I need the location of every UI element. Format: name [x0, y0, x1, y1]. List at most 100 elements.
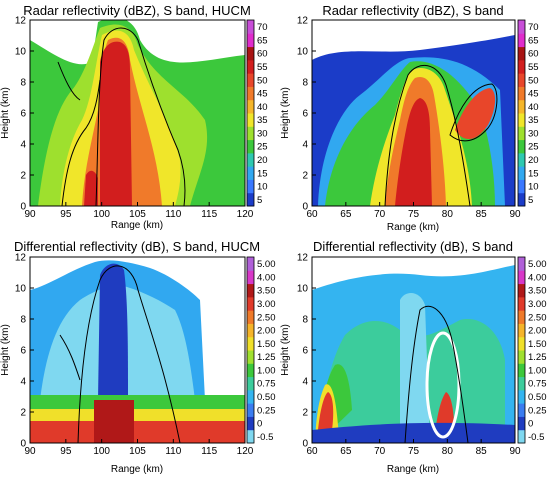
- core-region: [395, 98, 432, 206]
- zdr-lowlevel-band: [312, 422, 515, 443]
- colorbar: 5 10 15 20 25 30 35 40 45 50 55 60 65 70: [246, 19, 268, 207]
- colorbar-tick-label: 3.00: [257, 299, 276, 310]
- colorbar-swatch: [518, 33, 525, 48]
- panel-title: Radar reflectivity (dBZ), S band, HUCM: [23, 3, 251, 18]
- colorbar-tick-label: 50: [257, 75, 268, 86]
- x-axis-label: Range (km): [111, 464, 163, 475]
- colorbar-swatch: [247, 33, 254, 48]
- x-tick-label: 100: [93, 446, 110, 457]
- colorbar-frame: [517, 19, 526, 207]
- colorbar-tick-label: 0.75: [257, 379, 276, 390]
- colorbar-tick-label: 1.00: [257, 365, 276, 376]
- colorbar-tick-label: 5: [257, 195, 262, 206]
- plot-area: [30, 20, 245, 206]
- y-tick-label: 2: [302, 171, 308, 182]
- colorbar-tick-label: 0.25: [257, 405, 276, 416]
- contour-line: [449, 83, 498, 142]
- y-tick-label: 0: [302, 202, 308, 213]
- colorbar-swatch: [247, 46, 254, 61]
- x-tick-label: 60: [306, 209, 318, 220]
- colorbar-tick-label: 5.00: [528, 259, 547, 270]
- colorbar: -0.5 0 0.25 0.50 0.75 1.00 1.25 1.50 2.00 2.50 3.0…: [246, 256, 276, 444]
- colorbar-swatch: [247, 59, 254, 74]
- colorbar-tick-label: 40: [257, 102, 268, 113]
- x-tick-label: 85: [476, 446, 488, 457]
- x-axis-label: Range (km): [111, 220, 163, 231]
- colorbar-tick-label: 3.00: [528, 299, 547, 310]
- colorbar-tick-label: 15: [528, 168, 539, 179]
- x-ticks: 60 65 70 75 80 85 90: [306, 439, 521, 457]
- colorbar-tick-label: 30: [257, 128, 268, 139]
- core-region: [100, 41, 132, 206]
- colorbar-swatch: [518, 46, 525, 61]
- colorbar-tick-label: 3.50: [528, 286, 547, 297]
- colorbar-tick-label: 45: [257, 89, 268, 100]
- colorbar-tick-label: 2.50: [528, 312, 547, 323]
- y-tick-label: 0: [302, 439, 308, 450]
- colorbar-swatch: [518, 416, 525, 431]
- colorbar-swatch: [518, 152, 525, 167]
- tilted-tower: [455, 88, 496, 140]
- colorbar-swatch: [518, 73, 525, 87]
- colorbar: 5 10 15 20 25 30 35 40 45 50 55 60 65 70: [517, 19, 539, 207]
- colorbar-swatch: [247, 376, 254, 391]
- y-axis-label: Height (km): [0, 87, 11, 139]
- colorbar-swatch: [518, 429, 525, 444]
- colorbar-swatch: [247, 86, 254, 101]
- colorbar-swatch: [518, 389, 525, 404]
- y-tick-label: 8: [302, 78, 308, 89]
- x-tick-label: 105: [129, 209, 146, 220]
- colorbar-tick-label: 0.25: [528, 405, 547, 416]
- colorbar-tick-label: 0.50: [257, 392, 276, 403]
- y-tick-label: 6: [20, 109, 26, 120]
- colorbar-swatch: [247, 403, 254, 417]
- colorbar-swatch: [518, 126, 525, 141]
- highlight-ellipse: [425, 331, 461, 439]
- y-tick-label: 4: [20, 377, 26, 388]
- y-tick-label: 2: [20, 408, 26, 419]
- colorbar-tick-label: 1.25: [528, 352, 547, 363]
- colorbar-swatch: [518, 166, 525, 180]
- y-axis-label: Height (km): [280, 324, 291, 376]
- panel-title: Differential reflectivity (dB), S band: [313, 239, 513, 254]
- x-tick-label: 90: [509, 209, 521, 220]
- colorbar-tick-label: 0: [528, 419, 533, 430]
- x-ticks: 60 65 70 75 80 85 90: [306, 202, 521, 220]
- y-tick-label: 6: [302, 109, 308, 120]
- colorbar-tick-label: 60: [257, 49, 268, 60]
- zdr-lowlevel-band: [30, 395, 245, 409]
- colorbar-swatch: [247, 166, 254, 180]
- colorbar-swatch: [518, 350, 525, 364]
- colorbar-swatch: [247, 179, 254, 194]
- colorbar-tick-label: 2.00: [257, 326, 276, 337]
- x-tick-label: 110: [165, 446, 181, 457]
- y-tick-label: 10: [15, 47, 27, 58]
- x-tick-label: 65: [340, 446, 352, 457]
- colorbar-tick-label: 20: [257, 155, 268, 166]
- plot-area: [312, 20, 515, 206]
- colorbar-swatch: [247, 429, 254, 444]
- colorbar-swatch: [518, 59, 525, 74]
- colorbar-tick-label: 0: [257, 419, 262, 430]
- y-tick-label: 10: [297, 284, 309, 295]
- colorbar-swatch: [247, 113, 254, 127]
- colorbar-swatch: [518, 139, 525, 154]
- y-tick-label: 2: [302, 408, 308, 419]
- y-axis-label: Height (km): [280, 87, 291, 139]
- x-tick-label: 120: [237, 446, 254, 457]
- colorbar-swatch: [518, 179, 525, 194]
- colorbar-swatch: [247, 152, 254, 167]
- colorbar-swatch: [518, 113, 525, 127]
- colorbar-tick-label: -0.5: [528, 432, 544, 443]
- x-tick-label: 60: [306, 446, 318, 457]
- colorbar-tick-label: 25: [257, 142, 268, 153]
- colorbar-swatch: [247, 99, 254, 114]
- x-tick-label: 70: [374, 446, 386, 457]
- colorbar-swatch: [247, 296, 254, 311]
- colorbar-tick-label: 0.75: [528, 379, 547, 390]
- colorbar-swatch: [518, 336, 525, 351]
- contour-line: [59, 334, 81, 381]
- x-tick-label: 80: [442, 446, 454, 457]
- colorbar-tick-label: 50: [528, 75, 539, 86]
- colorbar-swatch: [247, 126, 254, 141]
